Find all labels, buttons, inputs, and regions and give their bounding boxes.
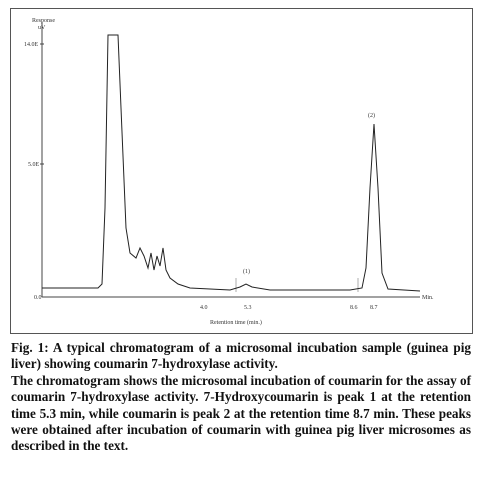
x-axis-label: Retention time (min.) xyxy=(210,319,262,326)
chromatogram: Response uV 14.0E 5.0E 0.0 4.0 5.3 8.6 8… xyxy=(10,8,473,334)
x-tick-label: 4.0 xyxy=(200,305,208,311)
x-tick-label: 8.7 xyxy=(370,305,378,311)
y-axis-label: Response xyxy=(32,18,55,24)
caption: Fig. 1: A typical chromatogram of a micr… xyxy=(11,340,471,455)
y-axis-unit: uV xyxy=(38,25,46,31)
peak-label: (2) xyxy=(368,112,375,119)
trace xyxy=(42,34,421,292)
y-tick-label: 5.0E xyxy=(28,162,40,168)
caption-title: Fig. 1: A typical chromatogram of a micr… xyxy=(11,340,471,372)
x-axis-end: Min. xyxy=(422,295,434,301)
x-tick-label: 8.6 xyxy=(350,305,358,311)
y-tick-label: 0.0 xyxy=(34,295,42,301)
x-tick-label: 5.3 xyxy=(244,305,252,311)
y-tick-label: 14.0E xyxy=(24,42,39,48)
frame xyxy=(10,8,473,334)
peak-label: (1) xyxy=(243,268,250,275)
caption-body: The chromatogram shows the microsomal in… xyxy=(11,372,471,454)
